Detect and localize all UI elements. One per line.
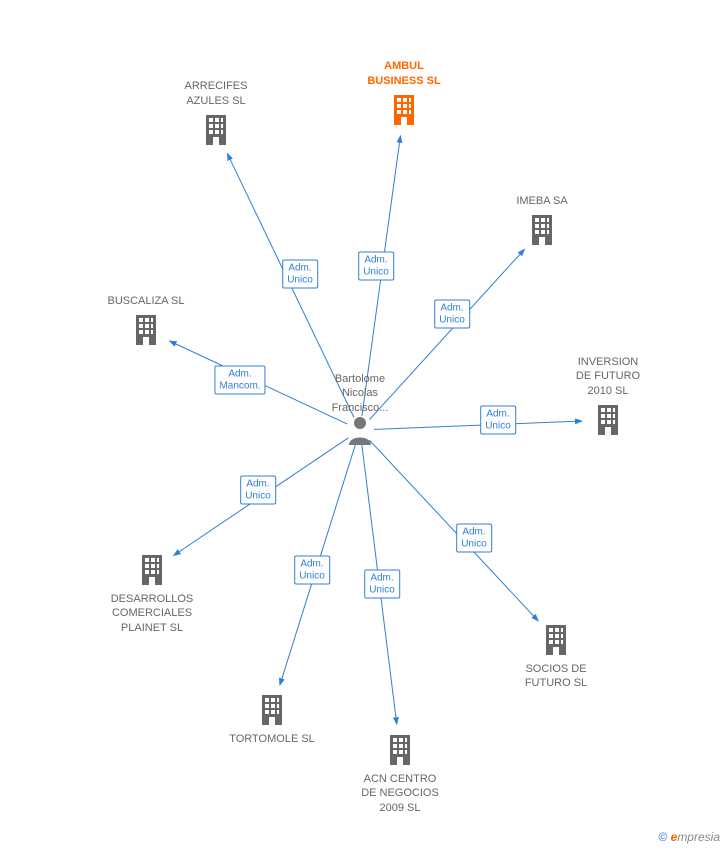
node-label: INVERSION DE FUTURO 2010 SL xyxy=(576,355,640,398)
node-label: DESARROLLOS COMERCIALES PLAINET SL xyxy=(111,592,194,635)
building-icon xyxy=(594,403,622,437)
building-icon xyxy=(390,93,418,127)
edge-label: Adm. Unico xyxy=(364,570,400,599)
building-icon xyxy=(202,113,230,147)
edge-label: Adm. Unico xyxy=(294,556,330,585)
node-label: TORTOMOLE SL xyxy=(229,732,315,746)
node-label: ACN CENTRO DE NEGOCIOS 2009 SL xyxy=(361,772,439,815)
building-icon xyxy=(258,693,286,727)
building-icon xyxy=(528,213,556,247)
edge-label: Adm. Unico xyxy=(282,260,318,289)
building-icon xyxy=(542,623,570,657)
node-label: ARRECIFES AZULES SL xyxy=(185,79,248,108)
edge-label: Adm. Unico xyxy=(240,476,276,505)
node-label: AMBUL BUSINESS SL xyxy=(367,59,440,88)
edge-line xyxy=(374,421,582,429)
center-node-label: Bartolome Nicolas Francisco... xyxy=(332,372,389,415)
edge-label: Adm. Unico xyxy=(358,252,394,281)
copyright: © empresia xyxy=(658,830,720,844)
node-label: IMEBA SA xyxy=(516,194,567,208)
edge-label: Adm. Unico xyxy=(480,406,516,435)
edge-label: Adm. Unico xyxy=(434,300,470,329)
building-icon xyxy=(138,553,166,587)
building-icon xyxy=(386,733,414,767)
brand-rest: mpresia xyxy=(677,830,720,844)
copyright-symbol: © xyxy=(658,830,667,844)
edge-label: Adm. Mancom. xyxy=(214,366,265,395)
building-icon xyxy=(132,313,160,347)
node-label: SOCIOS DE FUTURO SL xyxy=(525,662,587,691)
person-icon xyxy=(347,415,373,445)
node-label: BUSCALIZA SL xyxy=(107,294,184,308)
edge-label: Adm. Unico xyxy=(456,524,492,553)
